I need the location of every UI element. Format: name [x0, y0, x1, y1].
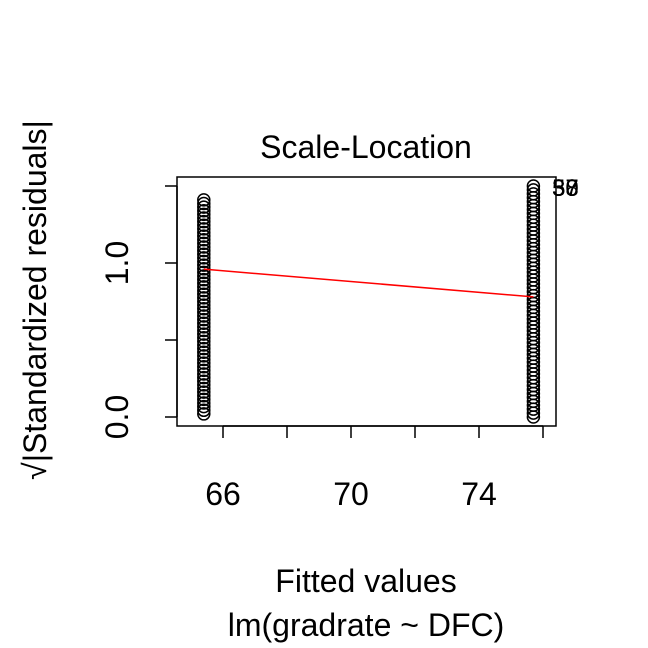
- data-point: [197, 378, 211, 392]
- data-point: [197, 193, 211, 207]
- data-point: [197, 218, 211, 233]
- data-point: [197, 269, 211, 283]
- data-point: [197, 211, 211, 225]
- data-point: [197, 338, 211, 352]
- data-point: [197, 254, 211, 269]
- x-axis-label: Fitted values: [275, 563, 456, 599]
- data-point: [197, 265, 211, 280]
- model-formula-label: lm(gradrate ~ DFC): [228, 607, 505, 643]
- data-point: [197, 240, 211, 254]
- data-point: [197, 272, 211, 287]
- data-point: [197, 327, 211, 341]
- data-point: [197, 283, 211, 298]
- data-point: [197, 385, 211, 399]
- data-point: [197, 294, 211, 309]
- plot-frame: [176, 176, 557, 427]
- data-point: [197, 316, 211, 330]
- data-point: [197, 258, 211, 272]
- data-point: [197, 287, 211, 301]
- data-point: [197, 225, 211, 240]
- data-point: [197, 323, 211, 338]
- y-axis-label: √|Standardized residuals|: [17, 120, 53, 480]
- data-point: [197, 291, 211, 305]
- data-point: [197, 305, 211, 320]
- data-point: [197, 262, 211, 276]
- y-tick-label: 0.0: [99, 395, 135, 439]
- data-point: [197, 370, 211, 385]
- data-point: [197, 360, 211, 374]
- x-tick-label: 74: [461, 476, 497, 512]
- data-point: [197, 309, 211, 323]
- data-point: [197, 251, 211, 265]
- outlier-label: 50: [552, 175, 579, 202]
- data-point: [197, 407, 211, 421]
- x-axis: 66 70 74: [205, 425, 544, 512]
- data-point: [197, 356, 211, 370]
- data-point: [526, 187, 541, 201]
- y-tick-label: 1.0: [99, 241, 135, 285]
- data-point: [197, 233, 211, 247]
- data-point: [197, 298, 211, 312]
- data-point: [197, 403, 211, 418]
- data-point: [197, 229, 211, 243]
- y-axis: 0.0 1.0: [99, 185, 178, 439]
- data-point: [197, 334, 211, 349]
- data-point: [197, 374, 211, 389]
- data-point: [197, 243, 211, 258]
- data-point: [197, 301, 211, 316]
- data-point: [197, 247, 211, 262]
- data-point: [197, 389, 211, 403]
- data-point: [197, 396, 211, 410]
- data-point: [197, 399, 211, 414]
- data-point: [197, 222, 211, 236]
- data-point: [197, 363, 211, 378]
- data-point: [197, 200, 211, 214]
- x-tick-label: 66: [205, 476, 241, 512]
- smooth-line: [203, 268, 534, 298]
- data-point: [197, 345, 211, 359]
- data-points: [197, 179, 541, 424]
- data-point: [197, 196, 211, 211]
- data-point: [197, 341, 211, 356]
- data-point: [197, 203, 211, 218]
- outlier-label: 38: [552, 175, 579, 202]
- data-point: [197, 236, 211, 251]
- data-point: [526, 179, 541, 193]
- data-point: [197, 349, 211, 363]
- data-point: [197, 312, 211, 327]
- x-tick-label: 70: [333, 476, 369, 512]
- data-point: [197, 352, 211, 367]
- data-point: [197, 276, 211, 291]
- data-point: [197, 330, 211, 345]
- data-point: [197, 367, 211, 381]
- data-point: [197, 392, 211, 407]
- outlier-label: 37: [552, 175, 579, 202]
- data-point: [197, 381, 211, 396]
- data-point: [197, 280, 211, 294]
- data-point: [197, 207, 211, 222]
- data-point: [197, 320, 211, 334]
- data-point: [526, 183, 541, 197]
- data-point: [197, 214, 211, 229]
- chart-title: Scale-Location: [260, 129, 472, 165]
